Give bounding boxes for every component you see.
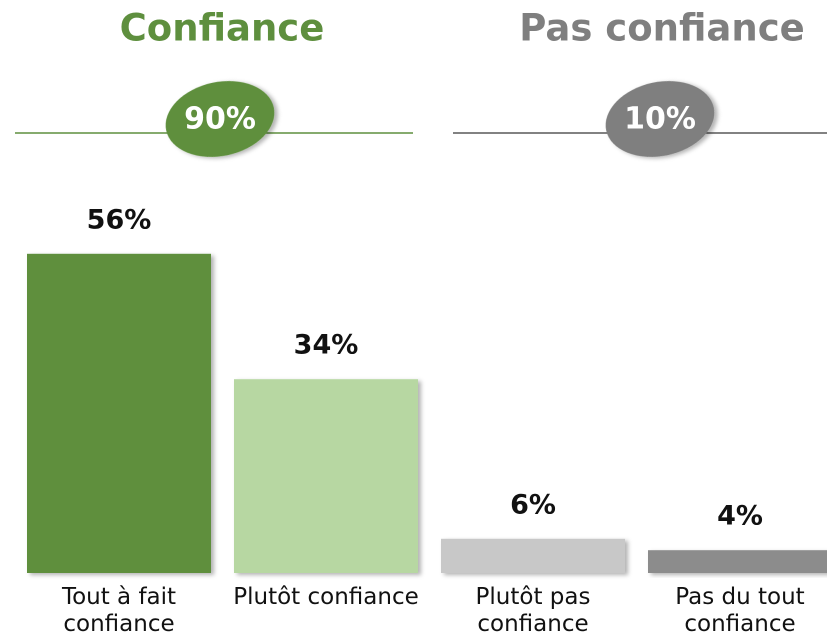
- category-label: Tout à fait confiance: [61, 584, 177, 637]
- value-label: 34%: [294, 330, 359, 361]
- group-badge: [605, 81, 715, 157]
- bar: [27, 253, 211, 574]
- group-title: Confiance: [120, 7, 325, 50]
- bar: [441, 538, 625, 573]
- bar: [648, 550, 827, 573]
- category-label: Plutôt pas confiance: [475, 584, 591, 637]
- bar: [234, 379, 418, 573]
- category-label: Pas du tout confiance: [675, 584, 805, 637]
- value-label: 6%: [510, 489, 556, 520]
- group-value: 10%: [624, 102, 696, 137]
- group-title: Pas confiance: [519, 7, 804, 50]
- category-label: Plutôt confiance: [233, 584, 419, 610]
- group-value: 90%: [184, 102, 256, 137]
- value-label: 56%: [87, 204, 152, 235]
- value-label: 4%: [717, 501, 763, 532]
- group-badge: [165, 81, 275, 157]
